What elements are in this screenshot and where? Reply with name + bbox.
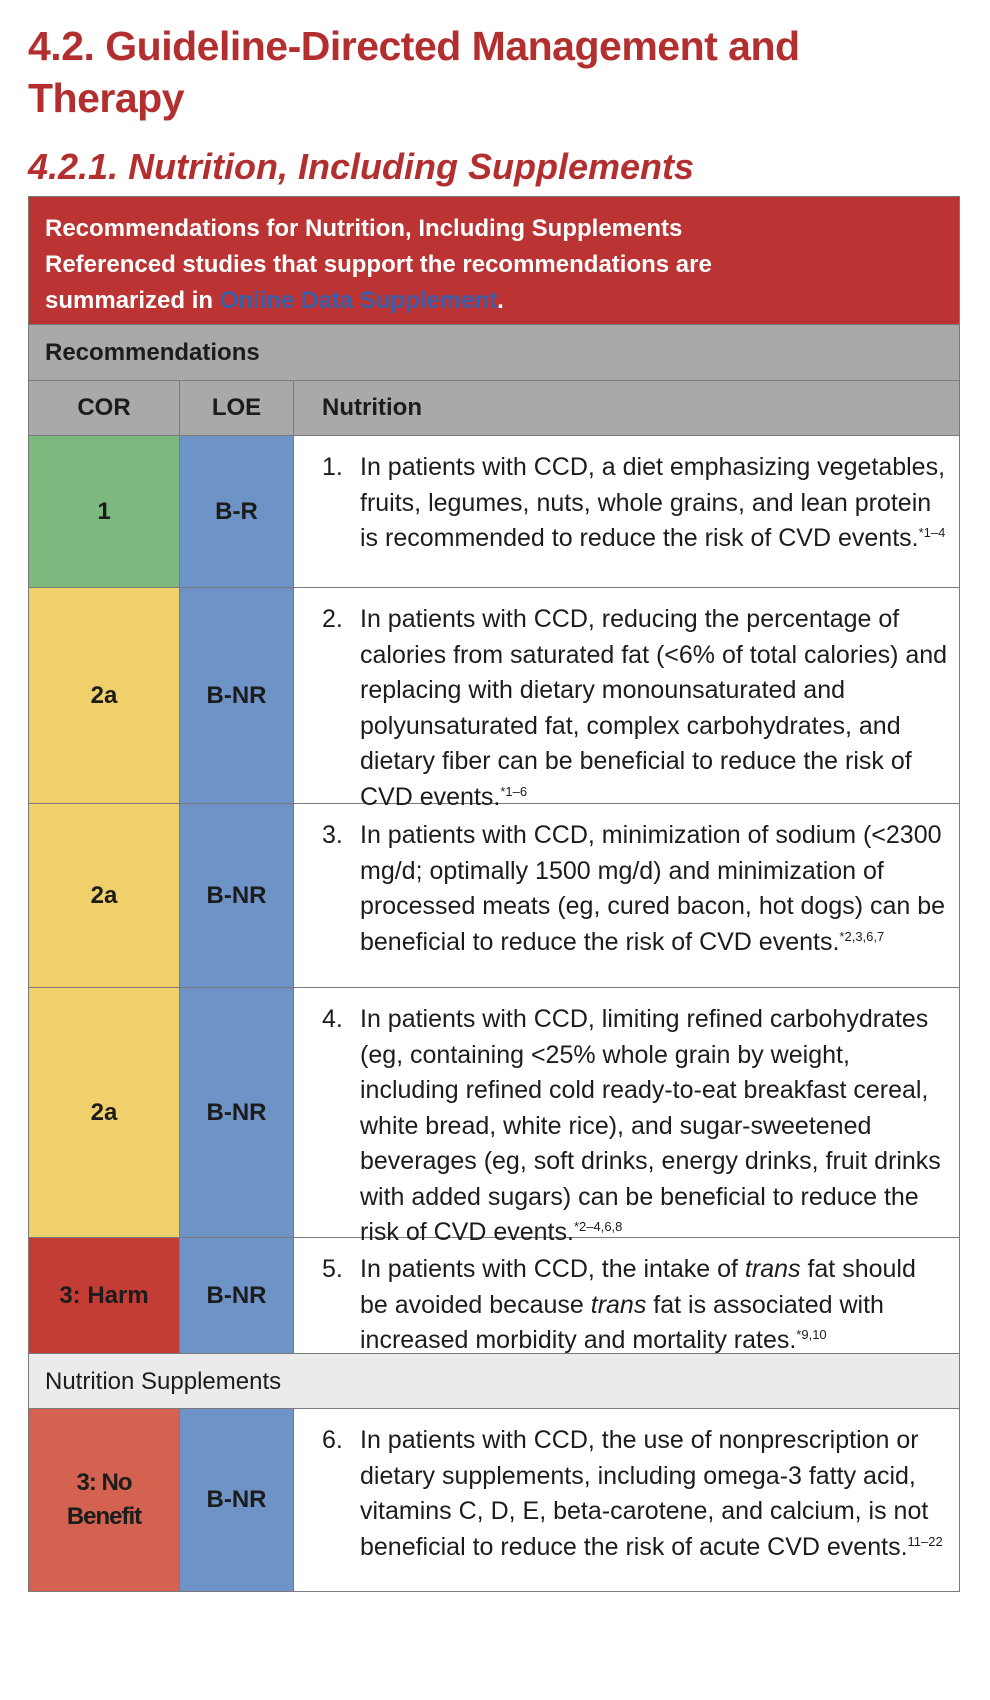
- recommendation-body: In patients with CCD, a diet emphasizing…: [360, 453, 946, 552]
- recommendation-text: In patients with CCD, a diet emphasizing…: [360, 450, 949, 579]
- reference-marker: *2,3,6,7: [839, 928, 885, 944]
- recommendation-body: In patients with CCD, limiting refined c…: [360, 1005, 941, 1246]
- recommendation-body: In patients with CCD, the use of nonpres…: [360, 1426, 929, 1561]
- recommendation-body: In patients with CCD, minimization of so…: [360, 821, 946, 956]
- cor-cell: 1: [29, 436, 180, 587]
- recommendation-body: fat should be avoided because: [360, 1255, 916, 1319]
- reference-marker: *2–4,6,8: [573, 1219, 623, 1234]
- recommendation-cell: 4. In patients with CCD, limiting refine…: [294, 988, 959, 1246]
- online-data-supplement-link[interactable]: Online Data Supplement: [219, 287, 498, 314]
- loe-cell: B-NR: [180, 1409, 294, 1591]
- cor-cell: 2a: [29, 588, 180, 803]
- cor-line: Benefit: [66, 1503, 142, 1530]
- recommendation-cell: 6. In patients with CCD, the use of nonp…: [294, 1409, 959, 1591]
- banner-subtitle-end: summarized in Online Data Supplement.: [45, 283, 943, 319]
- recommendation-body: In patients with CCD, reducing the perce…: [360, 605, 948, 811]
- section-heading-line2: Therapy: [28, 75, 185, 121]
- table-row: 2a B-NR 2. In patients with CCD, reducin…: [29, 587, 959, 811]
- loe-cell: B-NR: [180, 1238, 294, 1353]
- recommendation-text: In patients with CCD, the intake of tran…: [360, 1252, 949, 1354]
- recommendation-number: 3.: [322, 821, 343, 849]
- reference-marker: 11–22: [907, 1533, 943, 1549]
- column-header-row: COR LOE Nutrition: [29, 380, 959, 435]
- table-row: 3: No Benefit B-NR 6. In patients with C…: [29, 1408, 959, 1591]
- recommendation-cell: 5. In patients with CCD, the intake of t…: [294, 1238, 959, 1354]
- recommendation-number: 5.: [322, 1255, 343, 1283]
- table-row: 2a B-NR 4. In patients with CCD, limitin…: [29, 987, 959, 1246]
- recommendation-number: 2.: [322, 605, 343, 633]
- section-heading-line1: 4.2. Guideline-Directed Management and: [28, 23, 800, 69]
- subsection-heading: 4.2.1. Nutrition, Including Supplements: [28, 146, 695, 187]
- cor-cell: 2a: [29, 804, 180, 987]
- column-header-cor: COR: [29, 381, 180, 435]
- recommendations-label: Recommendations: [29, 324, 959, 380]
- recommendation-cell: 1. In patients with CCD, a diet emphasiz…: [294, 436, 959, 587]
- banner-title: Recommendations for Nutrition, Including…: [45, 215, 683, 242]
- table-row: 3: Harm B-NR 5. In patients with CCD, th…: [29, 1237, 959, 1354]
- cor-cell: 2a: [29, 988, 180, 1237]
- column-header-topic: Nutrition: [322, 394, 422, 422]
- section-heading: 4.2. Guideline-Directed Management and T…: [28, 20, 928, 124]
- recommendation-text: In patients with CCD, reducing the perce…: [360, 602, 949, 811]
- reference-marker: *1–4: [918, 525, 946, 540]
- recommendation-body: fat is associated with increased morbidi…: [360, 1290, 884, 1355]
- recommendation-text: In patients with CCD, the use of nonpres…: [360, 1423, 949, 1583]
- table-row: 1 B-R 1. In patients with CCD, a diet em…: [29, 435, 959, 587]
- recommendation-body: In patients with CCD, the intake of: [360, 1255, 745, 1283]
- table-banner: Recommendations for Nutrition, Including…: [29, 197, 959, 324]
- reference-marker: *9,10: [796, 1327, 827, 1342]
- cor-cell: 3: Harm: [29, 1238, 180, 1353]
- loe-cell: B-NR: [180, 804, 294, 987]
- table-row: 2a B-NR 3. In patients with CCD, minimiz…: [29, 803, 959, 987]
- recommendation-cell: 3. In patients with CCD, minimization of…: [294, 804, 959, 987]
- recommendation-cell: 2. In patients with CCD, reducing the pe…: [294, 588, 959, 811]
- loe-cell: B-R: [180, 436, 294, 587]
- recommendation-number: 1.: [322, 453, 343, 481]
- cor-line: 3: No: [76, 1469, 133, 1496]
- banner-period: .: [497, 287, 504, 314]
- reference-marker: *1–6: [500, 783, 528, 799]
- recommendation-number: 6.: [322, 1426, 343, 1454]
- loe-cell: B-NR: [180, 988, 294, 1237]
- recommendation-text: In patients with CCD, minimization of so…: [360, 818, 949, 979]
- recommendation-text: In patients with CCD, limiting refined c…: [360, 1002, 949, 1246]
- recommendations-table: Recommendations for Nutrition, Including…: [28, 196, 960, 1592]
- column-header-loe: LOE: [180, 381, 294, 435]
- banner-text: summarized in: [45, 287, 220, 314]
- loe-cell: B-NR: [180, 588, 294, 803]
- nutrition-supplements-label: Nutrition Supplements: [29, 1353, 959, 1408]
- banner-subtitle: Referenced studies that support the reco…: [45, 251, 712, 278]
- italic-term: trans: [590, 1290, 647, 1319]
- cor-cell: 3: No Benefit: [29, 1409, 180, 1591]
- italic-term: trans: [744, 1255, 801, 1283]
- recommendation-number: 4.: [322, 1005, 343, 1033]
